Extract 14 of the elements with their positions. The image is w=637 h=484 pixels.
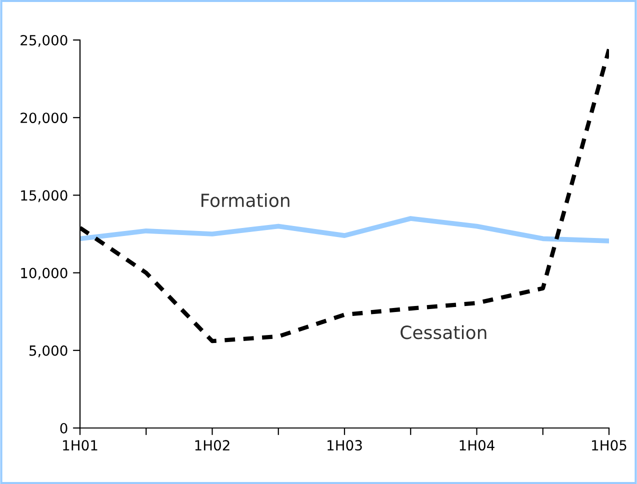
y-tick-label: 20,000 <box>20 112 68 124</box>
x-tick-label: 1H02 <box>195 440 230 451</box>
y-tick-label: 0 <box>60 422 68 434</box>
y-tick-label: 25,000 <box>20 34 68 47</box>
x-tick-label: 1H04 <box>460 440 494 451</box>
y-tick-label: 15,000 <box>21 190 68 202</box>
line-series <box>80 216 609 244</box>
x-tick-label: 1H01 <box>63 440 98 451</box>
x-tick-label: 1H03 <box>328 440 362 451</box>
y-tick-label: 10,000 <box>21 268 68 280</box>
x-tick-label: 1H05 <box>592 440 626 451</box>
series-label: Formation <box>202 193 290 208</box>
series-label: Cessation <box>400 325 486 340</box>
y-tick-label: 5,000 <box>30 345 68 358</box>
